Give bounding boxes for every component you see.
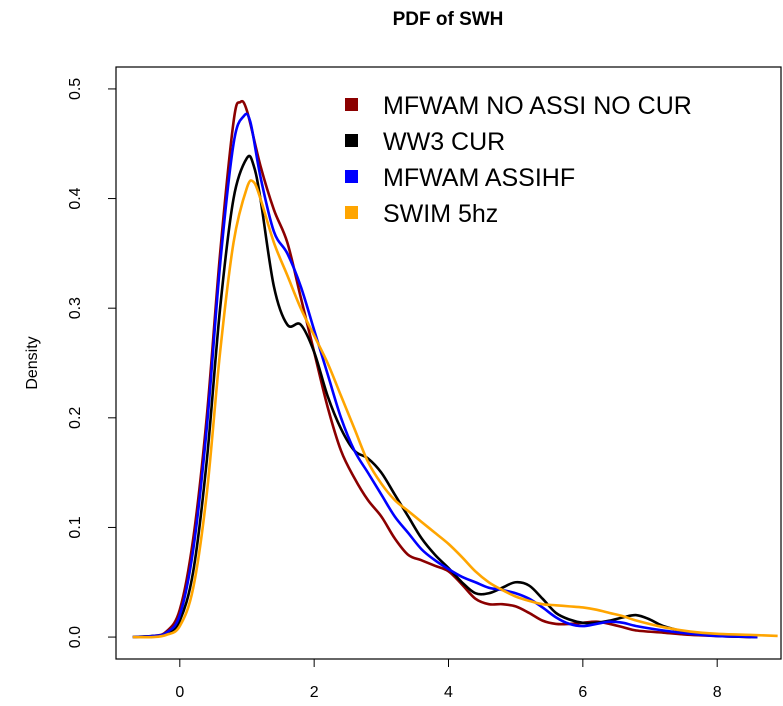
x-tick-label: 0 <box>175 684 184 701</box>
legend-label: MFWAM ASSIHF <box>383 164 575 192</box>
y-tick-label: 0.2 <box>67 407 84 429</box>
x-tick-label: 4 <box>444 684 453 701</box>
series-line-3 <box>132 112 758 639</box>
y-tick-label: 0.0 <box>67 626 84 648</box>
chart-title: PDF of SWH <box>393 9 504 30</box>
y-tick-label: 0.5 <box>67 78 84 100</box>
series-line-2 <box>132 154 758 639</box>
legend-label: SWIM 5hz <box>383 200 498 228</box>
legend-swatch <box>345 170 358 183</box>
x-tick-label: 2 <box>310 684 319 701</box>
x-tick-label: 6 <box>578 684 587 701</box>
legend-label: MFWAM NO ASSI NO CUR <box>383 92 692 120</box>
y-tick-label: 0.4 <box>67 187 84 209</box>
y-axis: 0.0 0.1 0.2 0.3 0.4 0.5 <box>67 78 117 648</box>
y-tick-label: 0.3 <box>67 297 84 319</box>
series-line-4 <box>132 179 778 639</box>
x-axis: 0 2 4 6 8 <box>175 658 722 701</box>
legend-swatch <box>345 98 358 111</box>
series-lines <box>132 99 778 639</box>
legend: MFWAM NO ASSI NO CUR WW3 CUR MFWAM ASSIHF S… <box>345 92 692 228</box>
legend-swatch <box>345 206 358 219</box>
y-tick-label: 0.1 <box>67 516 84 538</box>
legend-label: WW3 CUR <box>383 128 505 156</box>
y-axis-label: Density <box>24 336 41 389</box>
legend-swatch <box>345 134 358 147</box>
x-tick-label: 8 <box>713 684 722 701</box>
